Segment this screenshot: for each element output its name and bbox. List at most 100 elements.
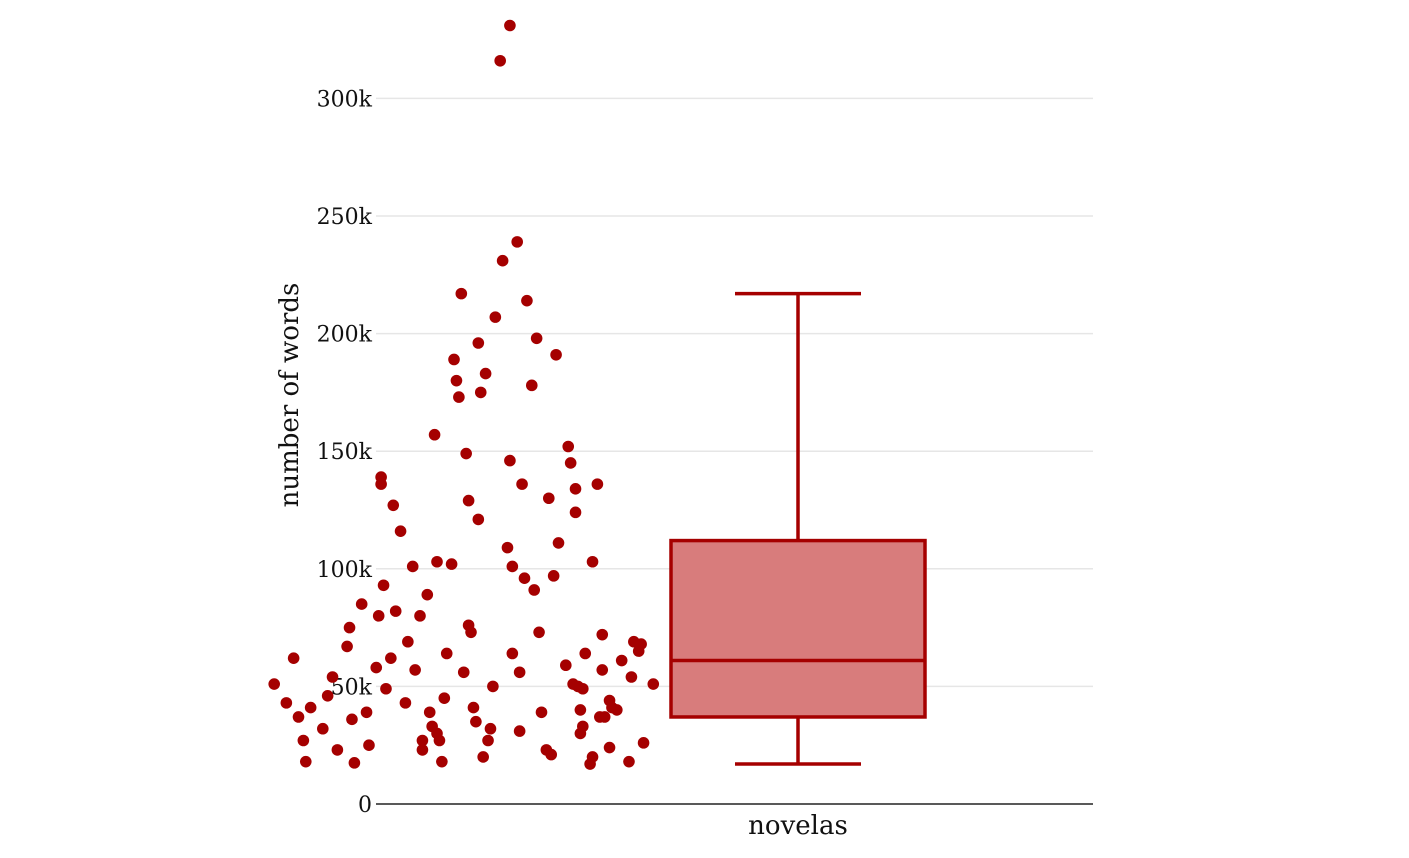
data-point bbox=[513, 666, 526, 679]
data-point bbox=[460, 447, 472, 460]
data-point bbox=[370, 661, 383, 674]
data-point bbox=[428, 428, 441, 441]
data-point bbox=[535, 706, 548, 719]
data-point bbox=[487, 680, 499, 693]
data-point bbox=[586, 751, 599, 763]
data-point bbox=[377, 579, 390, 592]
data-point bbox=[389, 605, 402, 617]
data-point bbox=[450, 374, 463, 387]
data-point bbox=[525, 379, 538, 392]
data-point bbox=[637, 737, 650, 749]
data-point bbox=[547, 570, 560, 582]
data-point bbox=[402, 635, 414, 648]
data-point bbox=[647, 678, 660, 690]
data-point bbox=[416, 744, 429, 756]
data-point bbox=[625, 671, 638, 683]
data-point bbox=[438, 692, 451, 704]
data-point bbox=[577, 720, 589, 733]
data-point bbox=[416, 734, 429, 747]
data-point bbox=[598, 711, 611, 723]
y-tick-label: 200k bbox=[317, 323, 373, 348]
data-point bbox=[433, 734, 446, 747]
data-point bbox=[423, 706, 436, 719]
data-point bbox=[477, 751, 489, 763]
data-point bbox=[496, 254, 509, 267]
data-point bbox=[331, 744, 344, 756]
data-point bbox=[431, 555, 443, 568]
data-point bbox=[440, 647, 453, 660]
data-point bbox=[304, 701, 317, 714]
data-point bbox=[569, 506, 582, 519]
data-point bbox=[635, 638, 647, 650]
data-point bbox=[623, 755, 635, 768]
data-point bbox=[317, 722, 329, 735]
data-point bbox=[513, 725, 526, 737]
data-point bbox=[385, 652, 397, 664]
data-point bbox=[462, 494, 475, 507]
grid-lines bbox=[376, 97, 1093, 688]
data-point bbox=[506, 647, 519, 660]
x-category-label: novelas bbox=[748, 811, 848, 841]
data-point bbox=[542, 492, 555, 505]
data-point bbox=[482, 734, 494, 747]
y-tick-label: 250k bbox=[317, 205, 373, 230]
data-point bbox=[474, 386, 487, 399]
data-point bbox=[409, 664, 421, 676]
y-tick-label: 0 bbox=[358, 793, 372, 818]
data-point bbox=[569, 483, 582, 495]
data-point bbox=[455, 287, 468, 300]
data-point bbox=[545, 748, 558, 761]
y-tick-label: 300k bbox=[317, 87, 373, 112]
data-point bbox=[494, 54, 506, 67]
data-point bbox=[292, 711, 305, 723]
data-point bbox=[579, 647, 592, 660]
data-point bbox=[591, 478, 604, 490]
data-point bbox=[596, 628, 609, 641]
data-point bbox=[550, 348, 562, 361]
data-point bbox=[387, 499, 400, 512]
y-tick-label: 150k bbox=[317, 440, 373, 465]
box-novelas bbox=[669, 291, 927, 766]
data-point bbox=[414, 610, 426, 622]
data-point bbox=[506, 560, 519, 573]
data-point bbox=[380, 682, 392, 695]
data-point bbox=[321, 690, 334, 702]
data-point bbox=[516, 478, 528, 490]
data-point bbox=[346, 713, 358, 726]
data-point bbox=[603, 741, 616, 754]
data-point bbox=[586, 555, 599, 568]
data-point bbox=[343, 621, 356, 634]
data-point bbox=[521, 294, 533, 307]
data-point bbox=[533, 626, 545, 639]
data-point bbox=[615, 654, 628, 667]
data-point bbox=[299, 755, 312, 768]
data-point bbox=[530, 332, 543, 345]
data-point bbox=[341, 640, 353, 653]
data-point bbox=[287, 652, 300, 664]
data-point bbox=[355, 598, 368, 610]
data-point bbox=[280, 697, 293, 709]
data-point bbox=[406, 560, 419, 573]
data-point bbox=[360, 706, 373, 719]
data-point bbox=[467, 701, 480, 714]
data-point bbox=[375, 478, 387, 490]
data-point bbox=[560, 659, 572, 672]
data-point bbox=[445, 558, 458, 570]
y-axis-title: number of words bbox=[275, 283, 305, 508]
data-point bbox=[470, 715, 482, 728]
data-point bbox=[504, 454, 516, 467]
data-point bbox=[577, 682, 589, 695]
data-point bbox=[489, 311, 502, 323]
data-point bbox=[448, 353, 460, 366]
data-point bbox=[465, 626, 477, 639]
data-point bbox=[596, 664, 609, 676]
data-point bbox=[297, 734, 310, 747]
data-point bbox=[326, 671, 339, 683]
data-point bbox=[472, 513, 485, 526]
data-point bbox=[562, 440, 575, 453]
data-point bbox=[552, 537, 565, 549]
data-point bbox=[611, 704, 623, 716]
data-point bbox=[421, 588, 434, 601]
data-point bbox=[511, 236, 523, 248]
